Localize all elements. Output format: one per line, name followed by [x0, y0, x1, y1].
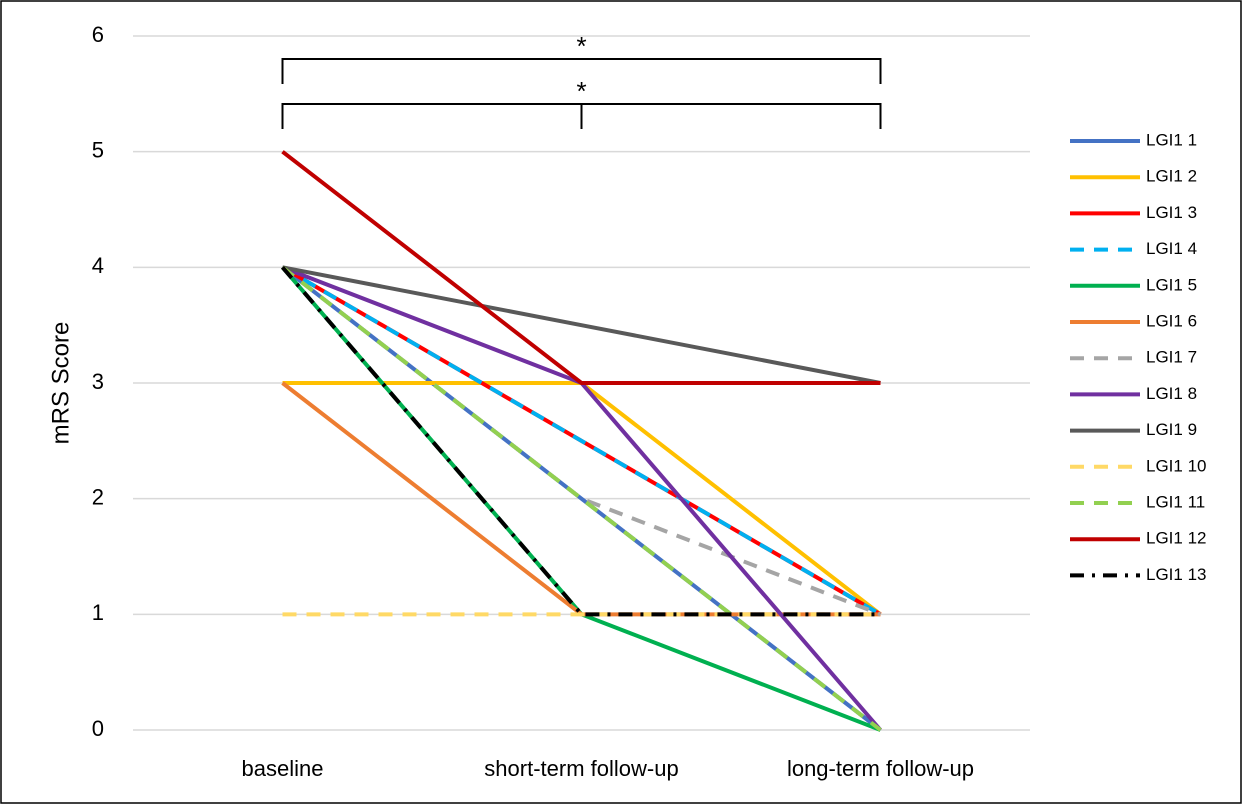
legend-label: LGI1 10	[1146, 456, 1207, 475]
legend-label: LGI1 2	[1146, 167, 1197, 186]
x-tick-label: long-term follow-up	[787, 756, 974, 781]
legend-label: LGI1 12	[1146, 529, 1207, 548]
legend-label: LGI1 9	[1146, 420, 1197, 439]
legend-label: LGI1 4	[1146, 239, 1197, 258]
x-tick-label: baseline	[242, 756, 324, 781]
legend-label: LGI1 1	[1146, 130, 1197, 149]
annotation: *	[576, 31, 586, 61]
y-axis-label: mRS Score	[47, 322, 74, 445]
annotation: *	[576, 76, 586, 106]
legend-label: LGI1 6	[1146, 311, 1197, 330]
series-line	[281, 265, 882, 732]
legend-label: LGI1 3	[1146, 203, 1197, 222]
series-line	[282, 265, 881, 385]
x-tick-label: short-term follow-up	[484, 756, 678, 781]
y-tick-label: 0	[92, 716, 104, 741]
y-tick-label: 3	[92, 369, 104, 394]
y-tick-label: 2	[92, 484, 104, 509]
series-line	[281, 265, 882, 617]
y-tick-label: 4	[92, 253, 104, 278]
y-tick-label: 6	[92, 22, 104, 47]
significance-bracket	[281, 103, 882, 129]
legend-label: LGI1 11	[1146, 492, 1205, 511]
legend-label: LGI1 7	[1146, 348, 1197, 367]
series-line	[281, 150, 881, 385]
legend-label: LGI1 5	[1146, 275, 1197, 294]
y-tick-label: 1	[92, 600, 104, 625]
significance-bracket	[281, 58, 882, 84]
legend-label: LGI1 8	[1146, 384, 1197, 403]
y-tick-label: 5	[92, 137, 104, 162]
legend-label: LGI1 13	[1146, 565, 1207, 584]
